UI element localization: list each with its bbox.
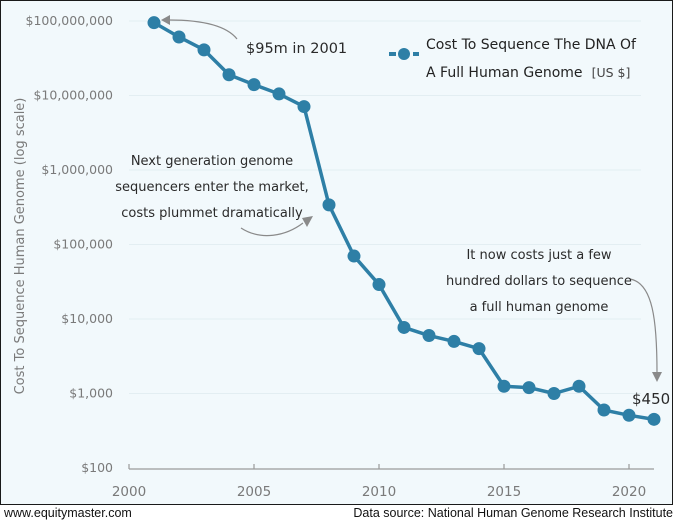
chart-svg: $100,000,000 $10,000,000 $1,000,000 $100,00… [13,13,670,500]
data-point-2001[interactable] [147,16,161,30]
arrowhead-nextgen-icon [302,216,313,227]
data-point-2009[interactable] [347,249,361,263]
data-point-2019[interactable] [597,403,611,417]
y-tick-label: $100 [81,460,113,475]
y-axis-label: Cost To Sequence Human Genome (log scale… [13,98,28,395]
arrowhead-start-icon [161,15,170,25]
data-point-2014[interactable] [472,342,486,356]
arrow-start-curve [168,19,238,40]
data-point-2002[interactable] [172,30,186,44]
data-point-2017[interactable] [547,387,561,400]
y-tick-label: $100,000,000 [26,13,114,28]
footer-data-source: Data source: National Human Genome Resea… [353,506,673,520]
annotation-now-line-2: hundred dollars to sequence [446,274,632,289]
legend-label-line-2-text: A Full Human Genome [426,65,583,81]
data-point-2015[interactable] [497,379,511,393]
gridlines [129,20,641,394]
chart-frame: $100,000,000 $10,000,000 $1,000,000 $100,00… [0,0,673,505]
annotation-nextgen: Next generation genome sequencers enter … [115,154,308,221]
legend-label-line-2: A Full Human Genome [US $] [426,62,630,81]
legend-unit: [US $] [592,65,631,80]
data-point-2003[interactable] [197,43,211,57]
annotation-arrows [168,19,658,374]
x-tick-label: 2010 [362,484,396,500]
annotation-nextgen-line-3: costs plummet dramatically [121,206,303,221]
data-point-2005[interactable] [247,78,261,92]
annotation-now: It now costs just a few hundred dollars … [446,248,632,315]
data-point-2020[interactable] [622,408,636,422]
data-point-2006[interactable] [272,87,286,101]
data-point-2007[interactable] [297,100,311,114]
data-point-2011[interactable] [397,320,411,334]
data-point-2004[interactable] [222,68,236,82]
y-axis-ticks: $100,000,000 $10,000,000 $1,000,000 $100,00… [26,13,114,475]
data-point-2016[interactable] [522,381,536,395]
data-point-2021[interactable] [647,412,661,426]
annotation-start: $95m in 2001 [246,41,347,57]
x-tick-label: 2015 [487,484,521,500]
x-axis: 2000 2005 2010 2015 2020 [112,464,654,500]
x-tick-label: 2000 [112,484,146,500]
x-tick-label: 2020 [612,484,646,500]
y-tick-label: $10,000 [61,311,113,326]
x-tick-label: 2005 [237,484,271,500]
annotation-now-line-3: a full human genome [470,300,609,315]
annotation-now-line-1: It now costs just a few [466,248,611,263]
data-point-2012[interactable] [422,329,436,343]
data-point-2013[interactable] [447,334,461,348]
y-tick-label: $1,000,000 [41,162,113,177]
y-tick-label: $10,000,000 [33,88,113,103]
footer-website[interactable]: www.equitymaster.com [4,506,132,520]
y-tick-label: $100,000 [53,237,113,252]
annotation-nextgen-line-2: sequencers enter the market, [115,180,308,195]
arrow-now-curve [629,278,658,374]
annotation-nextgen-line-1: Next generation genome [131,154,293,169]
series-line [147,16,661,426]
legend-marker-icon [398,48,410,60]
data-point-2008[interactable] [322,198,336,212]
arrow-nextgen-curve [240,222,304,237]
legend-label-line-1: Cost To Sequence The DNA Of [426,37,637,53]
data-point-2018[interactable] [572,379,586,393]
annotation-arrowheads [161,15,662,382]
annotation-end-value: $450 [632,390,670,408]
arrowhead-now-icon [652,372,662,382]
data-point-2010[interactable] [372,278,386,292]
y-tick-label: $1,000 [69,386,113,401]
legend[interactable]: Cost To Sequence The DNA Of A Full Human… [389,37,637,81]
